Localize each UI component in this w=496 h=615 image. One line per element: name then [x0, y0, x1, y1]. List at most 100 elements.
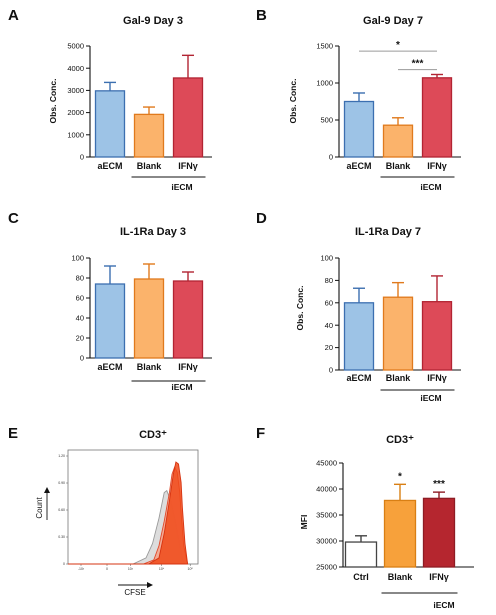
panel-a-chart: A Gal-9 Day 3 Obs. Conc. iECM 0 1000 2000 3…	[8, 7, 212, 192]
panel-a-marks: 0 1000 2000 3000 4000 5000 aECM Blank IFNγ	[67, 42, 212, 178]
panel-b-y-axis-label: Obs. Conc.	[288, 79, 298, 124]
panel-d-marks: 0 20 40 60 80 100 aECM Blank IFNγ	[320, 254, 461, 391]
panel-a-bar	[94, 90, 126, 158]
panel-b-category-label: aECM	[346, 161, 371, 171]
panel-letter-b: B	[256, 7, 267, 24]
panel-a-y-tick-label: 0	[80, 153, 84, 162]
panel-b-significance-star: *	[396, 40, 400, 51]
panel-e-histogram-3	[68, 461, 189, 565]
panel-e-y-tick-label: 0.30	[58, 535, 65, 539]
panel-b-significance-star: ***	[412, 59, 424, 70]
panel-c-chart: C IL-1Ra Day 3 iECM 0 20 40 60 80 100 aECM Blan…	[8, 210, 212, 392]
panel-b-category-label: Blank	[386, 161, 412, 171]
panel-a-bar	[133, 113, 165, 158]
panel-a-category-label: Blank	[137, 161, 163, 171]
panel-e-y-tick-label: 0.60	[58, 508, 65, 512]
panel-c-category-label: aECM	[97, 362, 122, 372]
panel-e-marks: 0 0.30 0.60 0.90 1.20 -10³ 0 10³ 10⁴ 10⁵	[58, 449, 199, 571]
panel-f-significance-star: ***	[433, 479, 445, 490]
panel-e-x-arrow-head	[147, 582, 153, 588]
panel-d-y-tick-label: 0	[329, 366, 333, 375]
panel-c-category-label: Blank	[137, 362, 163, 372]
panel-f-group-label: iECM	[433, 600, 454, 610]
panel-c-bar	[133, 278, 165, 359]
panel-d-y-axis-label: Obs. Conc.	[295, 286, 305, 331]
panel-a-y-tick-label: 3000	[67, 86, 84, 95]
panel-e-y-tick-label: 0	[63, 562, 65, 566]
panel-b-bar	[382, 124, 414, 158]
panel-f-y-tick-label: 35000	[316, 511, 337, 520]
panel-e-y-arrow-head	[44, 487, 50, 493]
panel-c-y-tick-label: 0	[80, 354, 84, 363]
panel-f-title: CD3⁺	[386, 434, 414, 446]
panel-a-category-label: IFNγ	[178, 161, 198, 171]
panel-a-y-tick-label: 2000	[67, 108, 84, 117]
panel-e-y-axis-label: Count	[35, 497, 44, 519]
panel-d-chart: D IL-1Ra Day 7 Obs. Conc. iECM 0 20 40 60 80…	[256, 210, 461, 403]
panel-letter-f: F	[256, 425, 265, 442]
panel-f-category-label: Ctrl	[353, 572, 369, 582]
panel-a-category-label: aECM	[97, 161, 122, 171]
panel-b-bar	[421, 77, 453, 158]
panel-b-y-tick-label: 1500	[316, 42, 333, 51]
panel-f-category-label: IFNγ	[429, 572, 449, 582]
panel-d-y-tick-label: 40	[325, 321, 333, 330]
panel-e-x-tick-label: 0	[106, 567, 108, 571]
panel-d-title: IL-1Ra Day 7	[355, 226, 421, 238]
panel-f-bar	[422, 497, 456, 568]
panel-a-group-label: iECM	[171, 182, 192, 192]
panel-e-title: CD3⁺	[139, 429, 167, 441]
panel-e-x-tick-label: -10³	[78, 567, 85, 571]
panel-letter-a: A	[8, 7, 19, 24]
panel-e-x-axis-label: CFSE	[124, 588, 145, 597]
panel-c-title: IL-1Ra Day 3	[120, 226, 186, 238]
panel-e-chart: E CD3⁺ Count CFSE 00.300.600.901.20-10³ 0…	[8, 425, 199, 597]
panel-a-bar	[172, 77, 204, 158]
panel-f-bar	[383, 499, 417, 568]
panel-letter-c: C	[8, 210, 19, 227]
panel-f-y-tick-label: 45000	[316, 459, 337, 468]
panel-e-y-tick-label: 0.90	[58, 481, 65, 485]
panel-e-x-tick-label: 10⁵	[188, 567, 194, 571]
panel-c-bar	[172, 280, 204, 359]
panel-c-group-label: iECM	[171, 382, 192, 392]
panel-f-y-tick-label: 30000	[316, 537, 337, 546]
panel-c-y-tick-label: 20	[76, 334, 84, 343]
panel-f-significance-star: *	[398, 471, 402, 482]
panel-d-category-label: Blank	[386, 373, 412, 383]
panel-f-category-label: Blank	[388, 572, 414, 582]
panel-a-y-tick-label: 4000	[67, 64, 84, 73]
panel-a-title: Gal-9 Day 3	[123, 15, 183, 27]
panel-c-category-label: IFNγ	[178, 362, 198, 372]
panel-f-chart: F CD3⁺ MFI iECM 25000 30000 35000 40000 4500…	[256, 425, 474, 610]
panel-b-category-label: IFNγ	[427, 161, 447, 171]
panel-b-chart: B Gal-9 Day 7 Obs. Conc. iECM 0 500 1000 15…	[256, 7, 461, 192]
panel-c-y-tick-label: 60	[76, 294, 84, 303]
panel-b-y-tick-label: 1000	[316, 79, 333, 88]
panel-d-category-label: IFNγ	[427, 373, 447, 383]
panel-e-y-tick-label: 1.20	[58, 454, 65, 458]
panel-b-group-label: iECM	[420, 182, 441, 192]
panel-d-bar	[382, 296, 414, 371]
panel-b-title: Gal-9 Day 7	[363, 15, 423, 27]
panel-d-y-tick-label: 80	[325, 276, 333, 285]
panel-c-marks: 0 20 40 60 80 100 aECM Blank IFNγ	[71, 254, 212, 382]
panel-f-y-axis-label: MFI	[299, 515, 309, 530]
panel-c-bar	[94, 283, 126, 359]
panel-f-y-tick-label: 25000	[316, 563, 337, 572]
panel-letter-d: D	[256, 210, 267, 227]
panel-d-y-tick-label: 20	[325, 343, 333, 352]
panel-a-y-axis-label: Obs. Conc.	[48, 79, 58, 124]
panel-c-y-tick-label: 80	[76, 274, 84, 283]
panel-d-bar	[421, 301, 453, 371]
panel-c-y-tick-label: 40	[76, 314, 84, 323]
panel-e-x-tick-label: 10⁴	[159, 567, 165, 571]
panel-d-category-label: aECM	[346, 373, 371, 383]
panel-f-bar	[344, 541, 378, 568]
panel-b-bar	[343, 100, 375, 158]
panel-d-bar	[343, 302, 375, 371]
panel-c-y-tick-label: 100	[71, 254, 84, 263]
panel-e-x-tick-label: 10³	[128, 567, 134, 571]
